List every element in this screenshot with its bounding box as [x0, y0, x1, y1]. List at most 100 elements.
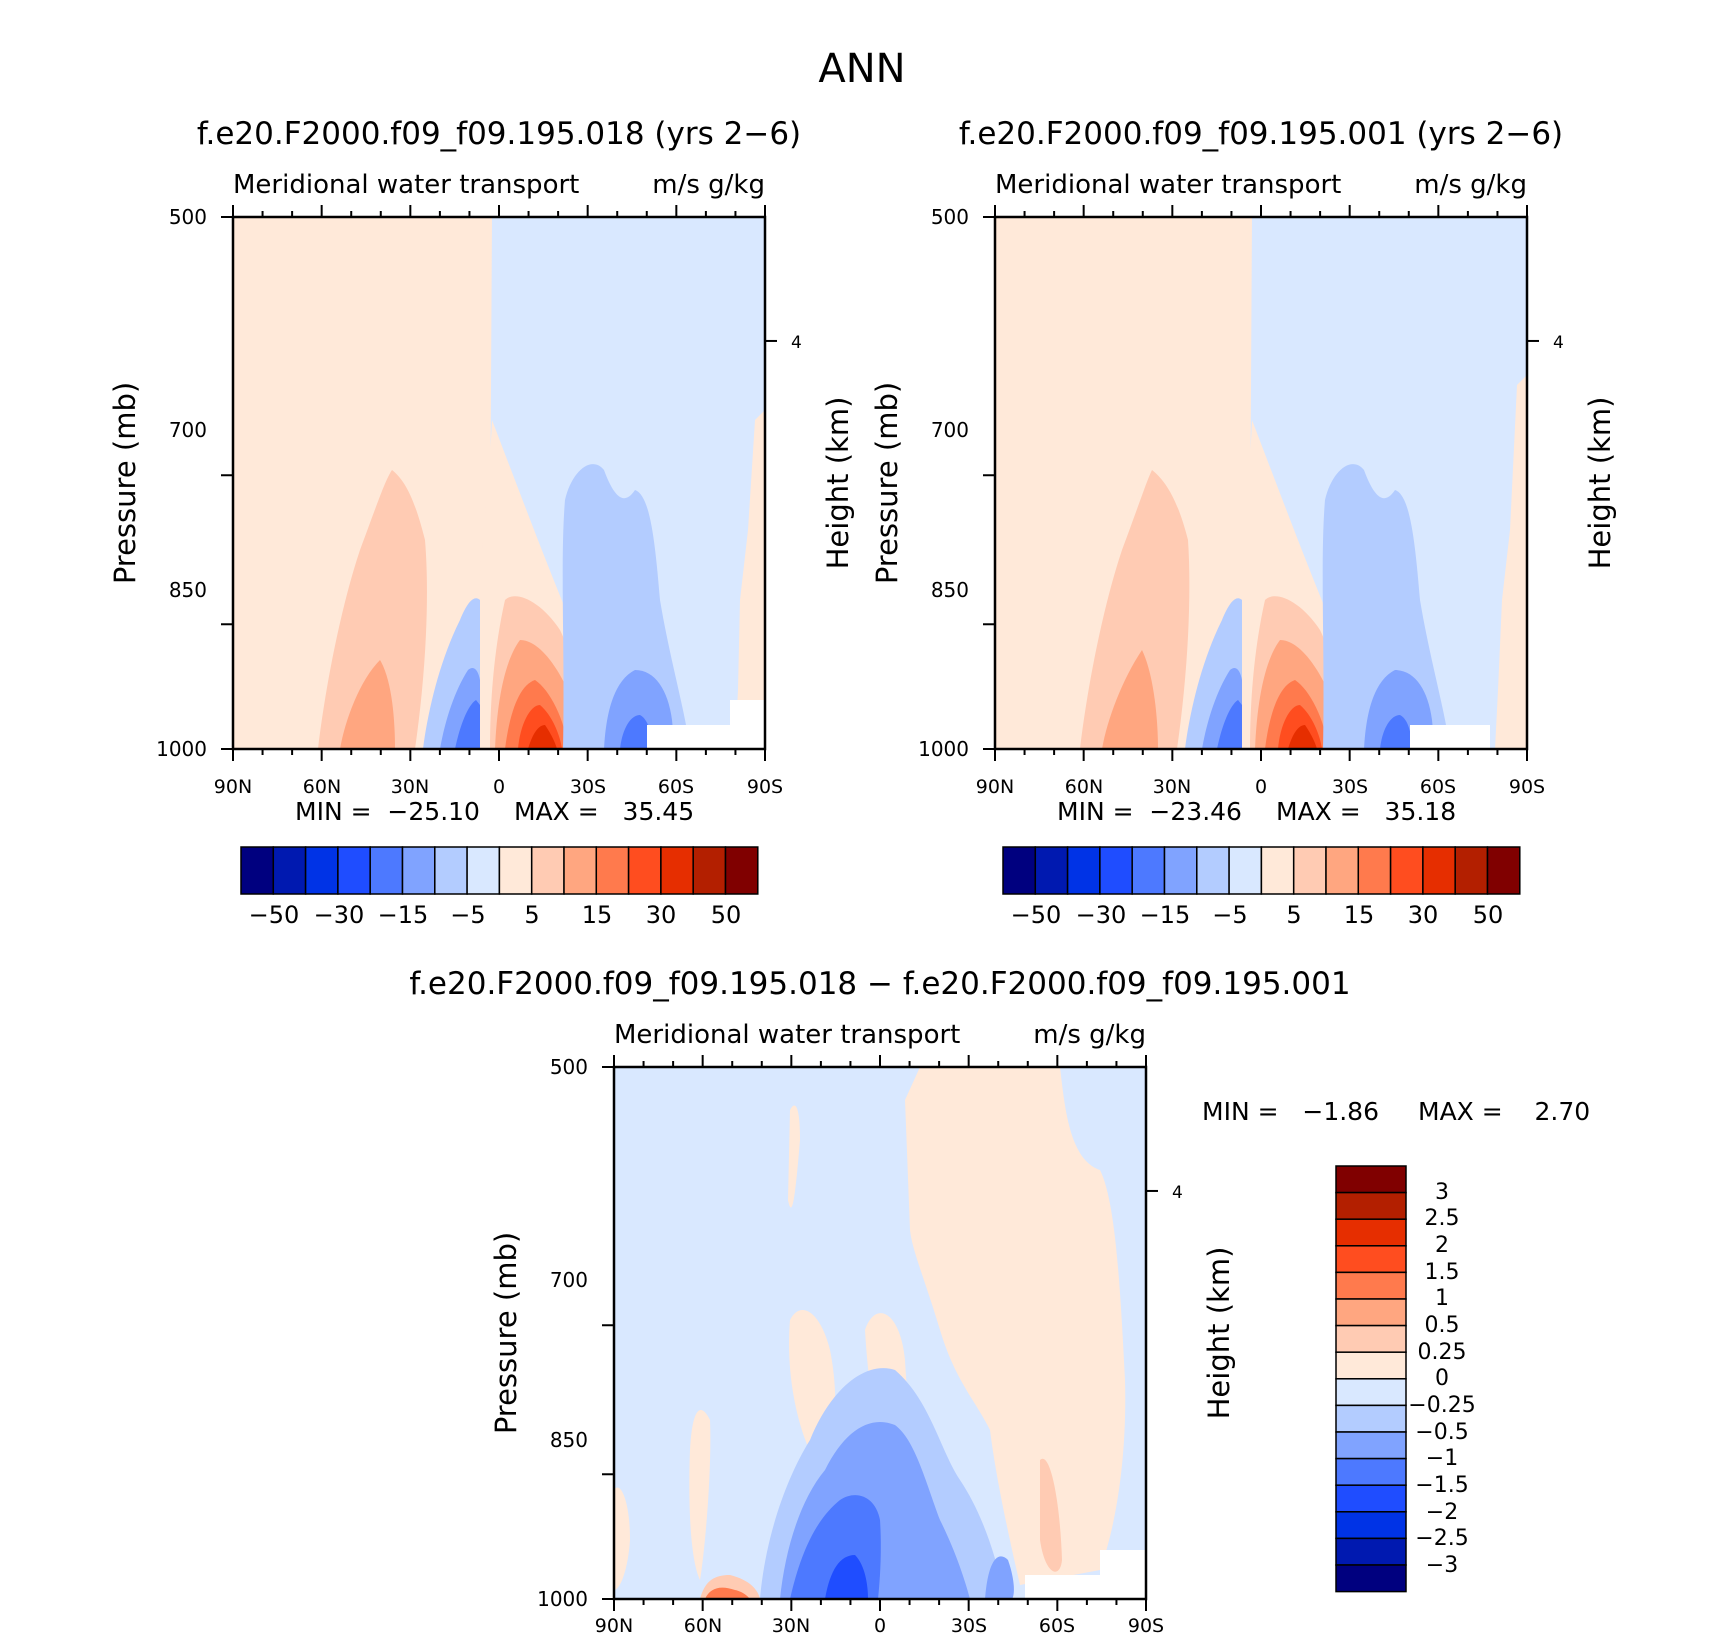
colorbar: [240, 846, 759, 895]
x-axis-tick-labels: 90N 60N 30N 0 30S 60S 90S: [214, 776, 783, 798]
contour-fill: [614, 1067, 1146, 1599]
right-tick-label: 4: [1172, 1183, 1183, 1203]
colorbar-swatch: [1099, 846, 1133, 895]
y-tick-label: 850: [931, 578, 969, 602]
colorbar-swatch: [1422, 846, 1456, 895]
colorbar-swatch: [1335, 1511, 1407, 1540]
colorbar-swatch: [1335, 1245, 1407, 1274]
colorbar-swatch: [1335, 1324, 1407, 1353]
x-tick-label: 0: [1255, 776, 1267, 798]
colorbar-swatch: [627, 846, 662, 895]
colorbar-label: −50: [249, 901, 300, 929]
colorbar-swatch: [337, 846, 371, 895]
colorbar-label: −30: [314, 901, 365, 929]
units-label: m/s g/kg: [652, 170, 765, 200]
colorbar-label: 3: [1435, 1180, 1449, 1205]
colorbar-swatch: [240, 846, 275, 895]
colorbar-label: 0.25: [1418, 1340, 1467, 1365]
y-tick-label: 700: [550, 1268, 588, 1292]
contour-fill: [233, 217, 765, 749]
colorbar-swatch: [1454, 846, 1489, 895]
y-tick-label: 500: [550, 1055, 588, 1079]
x-tick-label: 90S: [747, 776, 783, 798]
y-axis-label: Pressure (mb): [108, 382, 142, 584]
colorbar-label: 2: [1435, 1233, 1449, 1258]
colorbar-label: −1: [1426, 1446, 1458, 1471]
colorbar-swatch: [434, 846, 468, 895]
x-tick-label: 30S: [951, 1615, 987, 1636]
units-label: m/s g/kg: [1033, 1020, 1146, 1050]
colorbar-label: −0.5: [1415, 1420, 1468, 1445]
x-tick-label: 90S: [1509, 776, 1545, 798]
colorbar-labels: 3 2.5 2 1.5 1 0.5 0.25 0 −0.25 −0.5 −1 −…: [1408, 1180, 1475, 1578]
axis-ticks: [602, 1055, 1158, 1611]
colorbar-label: 5: [524, 901, 539, 929]
right-axis-label: Height (km): [1583, 397, 1617, 570]
variable-label: Meridional water transport: [233, 170, 579, 200]
min-label: MIN = −1.86: [1202, 1097, 1379, 1126]
colorbar-label: −15: [378, 901, 429, 929]
axis-ticks: [983, 205, 1539, 761]
colorbar-swatch: [530, 846, 565, 895]
right-tick-label: 4: [791, 333, 802, 353]
panel-title: f.e20.F2000.f09_f09.195.001 (yrs 2−6): [959, 116, 1563, 152]
colorbar-swatch: [1335, 1191, 1407, 1220]
y-axis-label: Pressure (mb): [870, 382, 904, 584]
colorbar-swatch: [1335, 1484, 1407, 1513]
x-tick-label: 30N: [772, 1615, 810, 1636]
right-axis-label: Height (km): [1202, 1247, 1236, 1420]
colorbar-swatch: [595, 846, 630, 895]
colorbar-label: 0.5: [1425, 1313, 1460, 1338]
y-axis-tick-labels: 500 700 850 1000: [537, 1055, 588, 1611]
colorbar-label: 2.5: [1425, 1206, 1460, 1231]
colorbar-swatch: [1002, 846, 1037, 895]
panel-title: f.e20.F2000.f09_f09.195.018 (yrs 2−6): [197, 116, 801, 152]
x-tick-label: 30S: [570, 776, 606, 798]
x-tick-label: 60N: [684, 1615, 722, 1636]
colorbar-label: 50: [711, 901, 742, 929]
colorbar-swatch: [1163, 846, 1198, 895]
colorbar-swatch: [369, 846, 404, 895]
colorbar-swatch: [1335, 1165, 1407, 1194]
min-label: MIN = −23.46: [1057, 797, 1242, 826]
colorbar-label: −5: [1212, 901, 1247, 929]
colorbar-swatch: [1228, 846, 1263, 895]
colorbar-swatch: [1335, 1404, 1407, 1433]
colorbar-swatch: [1325, 846, 1360, 895]
colorbar-swatch: [498, 846, 533, 895]
max-label: MAX = 35.45: [514, 797, 694, 826]
x-axis-tick-labels: 90N 60N 30N 0 30S 60S 90S: [595, 1615, 1164, 1636]
colorbar-swatch: [1335, 1218, 1407, 1247]
colorbar-swatch: [1335, 1298, 1407, 1327]
colorbar-swatch: [466, 846, 501, 895]
colorbar-swatch: [1389, 846, 1424, 895]
colorbar-swatch: [1335, 1564, 1407, 1593]
colorbar-swatch: [1335, 1537, 1407, 1566]
y-axis-tick-labels: 500 700 850 1000: [918, 205, 969, 761]
colorbar-label: −5: [450, 901, 485, 929]
x-tick-label: 90N: [595, 1615, 633, 1636]
colorbar-label: 1.5: [1425, 1260, 1460, 1285]
colorbar-swatch: [1335, 1457, 1407, 1486]
colorbar-swatch: [1357, 846, 1392, 895]
y-axis-label: Pressure (mb): [489, 1232, 523, 1434]
y-axis-tick-labels: 500 700 850 1000: [156, 205, 207, 761]
colorbar-swatch: [1196, 846, 1230, 895]
colorbar-label: −3: [1426, 1553, 1458, 1578]
colorbar-swatch: [1034, 846, 1069, 895]
colorbar-label: 5: [1286, 901, 1301, 929]
x-tick-label: 60S: [1420, 776, 1456, 798]
x-tick-label: 90N: [214, 776, 252, 798]
panel-model-001: f.e20.F2000.f09_f09.195.001 (yrs 2−6) Me…: [870, 116, 1617, 929]
variable-label: Meridional water transport: [614, 1020, 960, 1050]
colorbar-labels: −50 −30 −15 −5 5 15 30 50: [249, 901, 742, 929]
x-tick-label: 60N: [303, 776, 341, 798]
colorbar-swatch: [1335, 1378, 1407, 1407]
colorbar-swatch: [692, 846, 727, 895]
y-tick-label: 850: [169, 578, 207, 602]
colorbar-swatch: [304, 846, 339, 895]
panel-difference: f.e20.F2000.f09_f09.195.018 − f.e20.F200…: [409, 966, 1590, 1636]
colorbar-swatch: [272, 846, 307, 895]
right-tick-label: 4: [1553, 333, 1564, 353]
colorbar-label: 15: [582, 901, 613, 929]
